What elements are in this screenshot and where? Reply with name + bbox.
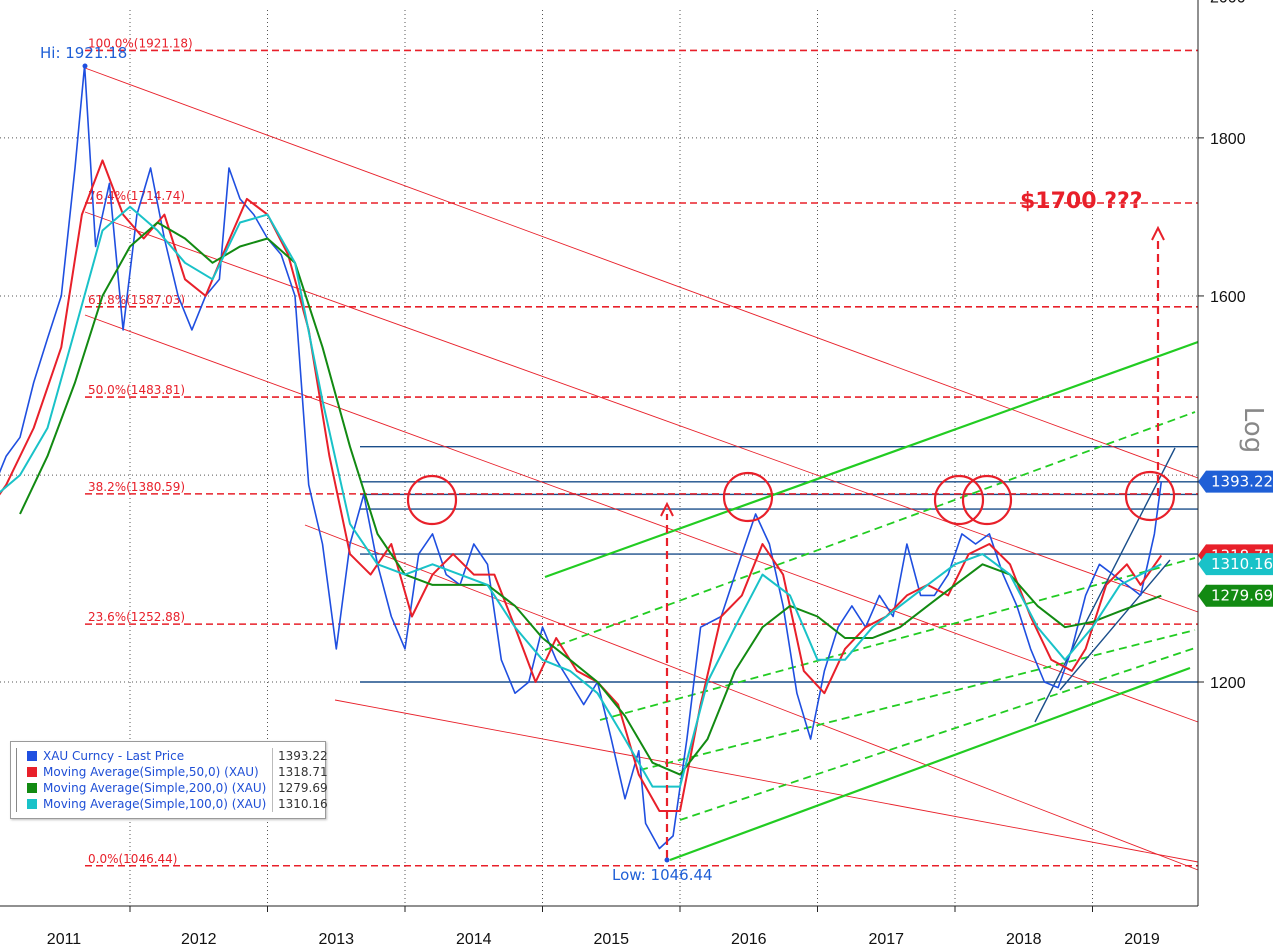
legend-swatch [27,799,37,809]
channel-line [84,211,1199,613]
channel-dashed [544,411,1196,651]
channel-lower [669,666,1191,862]
price-series [0,64,1163,850]
series-line [19,221,1162,776]
fib-label: 100.0%(1921.18) [88,36,193,50]
legend-value: 1318.71 [278,765,328,779]
x-tick-label: 2018 [1006,931,1042,948]
fib-label: 50.0%(1483.81) [88,383,185,397]
svg-text:1279.69: 1279.69 [1211,587,1273,605]
resistance-circle [933,474,985,526]
fib-label: 38.2%(1380.59) [88,480,185,494]
channel-dashed [599,557,1196,721]
legend-label: Moving Average(Simple,50,0) (XAU) [43,765,259,779]
svg-text:1393.22: 1393.22 [1211,473,1273,491]
x-tick-label: 2017 [868,931,904,948]
resistance-circle [722,471,774,523]
legend-label: Moving Average(Simple,100,0) (XAU) [43,797,267,811]
x-tick-label: 2012 [181,931,217,948]
channel-line [84,314,1199,723]
channel-upper [544,340,1199,579]
wedge-line [1059,559,1171,691]
y-tick-label: 1200 [1210,675,1246,692]
legend-item: Moving Average(Simple,100,0) (XAU) 1310.… [16,796,328,812]
y-axis-label: Log [1238,407,1268,453]
x-tick-label: 2011 [47,931,82,948]
low-marker [664,857,670,863]
price-tag: 1279.69 [1198,584,1273,607]
legend-value: 1310.16 [278,797,328,811]
wedge-line [1034,447,1176,723]
annotations: 1393.22 1318.71 1310.16 1279.69 Hi: 1921.18 L… [40,44,1273,884]
legend-swatch [27,767,37,777]
x-tick-label: 2019 [1124,931,1160,948]
legend-label: XAU Curncy - Last Price [43,749,185,763]
y-tick-label: 1800 [1210,131,1246,148]
resistance-circle [1124,470,1176,522]
grid [0,10,1198,906]
channel-line [304,524,1199,871]
high-label: Hi: 1921.18 [40,44,127,62]
fib-label: 0.0%(1046.44) [88,852,177,866]
trend-channels: 100.0%(1921.18) 76.4%(1714.74) 61.8%(1587.… [84,36,1199,871]
fib-label: 61.8%(1587.03) [88,293,185,307]
series-line [0,64,1163,850]
channel-dashed [679,647,1196,821]
y-tick-label: 2000 [1210,0,1246,6]
target-label: $1700 ??? [1020,189,1142,214]
fib-label: 76.4%(1714.74) [88,189,185,203]
y-tick-label: 1600 [1210,289,1246,306]
resistance-circle [961,474,1013,526]
high-marker [82,63,88,69]
arrow-head [1151,225,1165,241]
legend-value: 1279.69 [278,781,328,795]
x-tick-label: 2013 [318,931,354,948]
series-line [0,159,1163,812]
legend: XAU Curncy - Last Price 1393.22 Moving A… [10,741,328,819]
x-tick-label: 2016 [731,931,767,948]
x-tick-label: 2014 [456,931,492,948]
price-tag: 1393.22 [1198,470,1273,493]
fib-label: 23.6%(1252.88) [88,610,185,624]
channel-dashed [639,629,1196,771]
legend-value: 1393.22 [278,749,328,763]
svg-text:1310.16: 1310.16 [1211,555,1273,573]
series-line [0,205,1162,788]
legend-item: Moving Average(Simple,50,0) (XAU) 1318.7… [16,764,328,780]
arrow-head [660,501,674,517]
legend-label: Moving Average(Simple,200,0) (XAU) [43,781,267,795]
channel-line [334,699,1199,863]
channel-line [84,67,1199,479]
resistance-circle [406,474,458,526]
price-tag: 1310.16 [1198,553,1273,576]
legend-swatch [27,751,37,761]
legend-item: XAU Curncy - Last Price 1393.22 [16,748,328,764]
x-tick-label: 2015 [593,931,629,948]
low-label: Low: 1046.44 [612,866,713,884]
legend-item: Moving Average(Simple,200,0) (XAU) 1279.… [16,780,328,796]
legend-swatch [27,783,37,793]
